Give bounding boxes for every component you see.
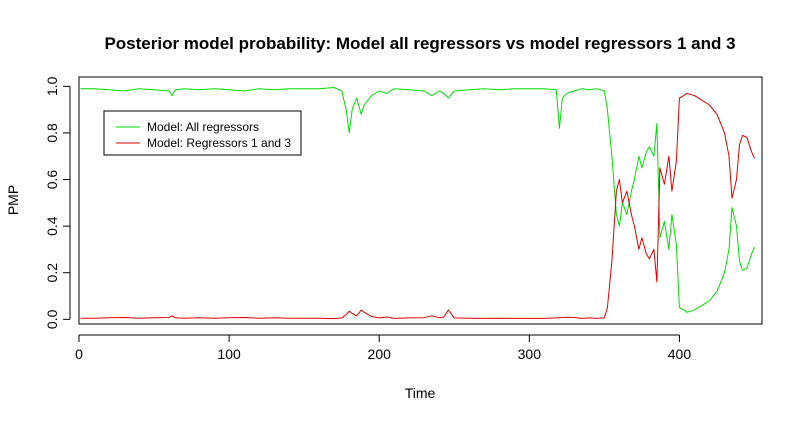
x-tick-label: 0 [75,346,83,362]
x-tick-label: 100 [217,346,241,362]
y-tick-label: 0.0 [44,309,60,329]
legend-label-all-regressors: Model: All regressors [147,120,259,134]
y-tick-label: 1.0 [44,76,60,96]
y-tick-label: 0.2 [44,263,60,283]
x-axis-title: Time [405,385,436,401]
x-tick-label: 200 [368,346,392,362]
chart-title: Posterior model probability: Model all r… [104,34,735,53]
legend-box [103,110,302,156]
x-tick-label: 300 [518,346,542,362]
y-axis-title: PMP [5,185,21,215]
x-axis: 0 100 200 300 400 [75,334,692,362]
y-tick-label: 0.6 [44,170,60,190]
legend: Model: All regressors Model: Regressors … [103,110,302,156]
y-tick-label: 0.8 [44,123,60,143]
y-axis: 0.0 0.2 0.4 0.6 0.8 1.0 [44,76,71,329]
series-line-regressors-1-and-3 [80,92,755,320]
plot-frame [78,76,763,325]
y-tick-label: 0.4 [44,216,60,236]
x-tick-label: 400 [668,346,692,362]
legend-label-regressors-1-and-3: Model: Regressors 1 and 3 [147,136,291,150]
series-layer [80,87,755,320]
series-line-all-regressors [80,87,755,313]
